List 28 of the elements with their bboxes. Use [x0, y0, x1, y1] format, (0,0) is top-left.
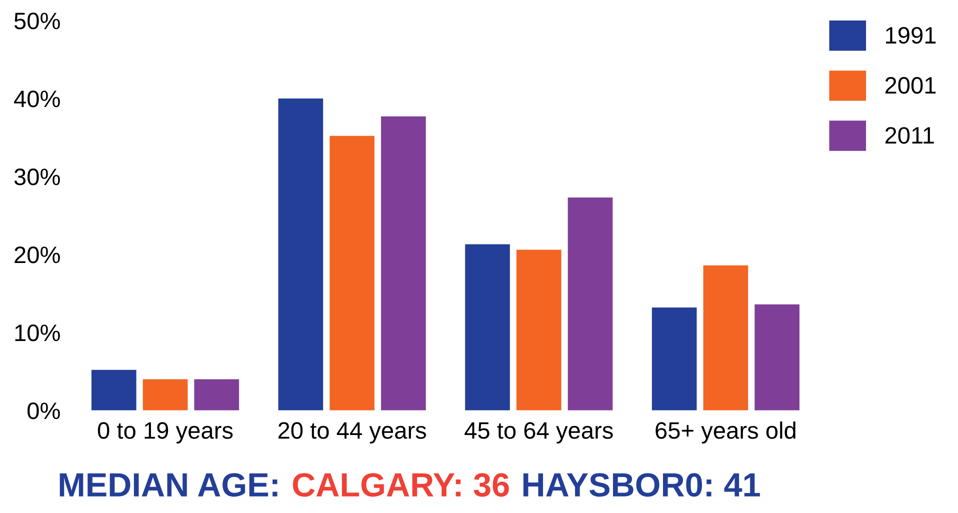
legend-label: 2001	[885, 77, 936, 94]
text: CALGARY: 36	[292, 473, 509, 497]
x-tick-label: 45 to 64 years	[464, 422, 613, 444]
bar	[381, 116, 426, 410]
y-tick-label: 10%	[15, 324, 60, 342]
bar	[568, 198, 613, 410]
x-tick-label: 0 to 19 years	[98, 422, 233, 444]
bar	[703, 265, 748, 410]
bar	[278, 98, 324, 410]
y-tick-label: 0%	[28, 402, 60, 420]
x-tick-label: 65+ years old	[656, 422, 796, 444]
legend-label: 2011	[885, 127, 934, 144]
legend-label: 1991	[886, 26, 936, 44]
bar	[91, 370, 136, 410]
y-tick-label: 30%	[14, 168, 60, 186]
y-tick-label: 40%	[14, 90, 60, 108]
text: MEDIAN AGE:	[60, 473, 278, 497]
bar	[465, 244, 510, 410]
bar	[652, 307, 697, 410]
bar	[330, 136, 374, 410]
bar	[142, 379, 188, 410]
y-tick-label: 50%	[14, 12, 60, 30]
bar	[754, 304, 800, 410]
x-tick-label: 20 to 44 years	[278, 422, 426, 444]
y-tick-label: 20%	[14, 246, 60, 264]
bar	[194, 379, 240, 410]
text: HAYSBOR0: 41	[523, 473, 760, 497]
bar	[516, 250, 562, 410]
